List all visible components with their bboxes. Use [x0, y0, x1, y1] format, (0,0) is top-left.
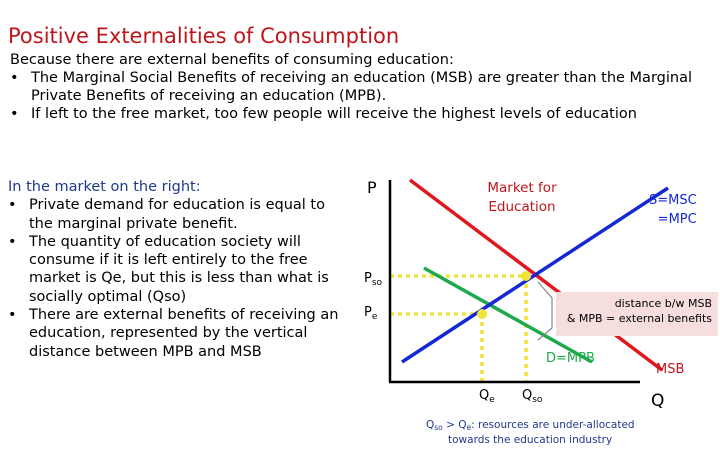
intro-block: Because there are external benefits of c… [10, 51, 710, 123]
social-optimum-point [521, 271, 531, 281]
supply-curve [401, 186, 669, 364]
intro-text: Because there are external benefits of c… [10, 52, 454, 68]
explanation-bullet-external-benefits: There are external benefits of receiving… [8, 306, 350, 361]
market-title: Market for Education [486, 179, 558, 217]
explanation-bullet-private-demand: Private demand for education is equal to… [8, 196, 350, 233]
pe-label-main: P [364, 305, 372, 320]
pso-label-main: P [364, 271, 372, 286]
pso-label-sub: so [371, 278, 383, 288]
explanation-bullet-quantity: The quantity of education society will c… [8, 233, 350, 306]
allocation-footnote: Qso > Qe: resources are under-allocated … [426, 419, 635, 447]
footnote-line1: Qso > Qe: resources are under-allocated [426, 419, 635, 434]
callout-line1: distance b/w MSB [614, 297, 712, 310]
supply-label: S=MSC =MPC [649, 191, 697, 229]
intro-bullet-free-market: If left to the free market, too few peop… [10, 105, 710, 123]
msb-label: MSB [656, 362, 685, 377]
explanation-block: In the market on the right: Private dema… [8, 178, 350, 361]
pe-label-sub: e [371, 312, 378, 322]
external-benefit-bracket [537, 281, 553, 341]
demand-label: D=MPB [546, 351, 595, 366]
qe-label-sub: e [489, 395, 495, 405]
qe-label: Qe [479, 388, 495, 405]
footnote-q2-sub: e [466, 423, 472, 432]
supply-label-line1: S=MSC [649, 193, 697, 208]
qso-label: Qso [522, 388, 542, 405]
qe-label-main: Q [479, 388, 490, 403]
price-axis-label: P [367, 178, 377, 197]
intro-bullets: The Marginal Social Benefits of receivin… [10, 69, 710, 123]
footnote-q1: Q [426, 419, 435, 431]
pso-label: Pso [364, 271, 382, 288]
footnote-q1-sub: so [434, 423, 443, 432]
explanation-bullets: Private demand for education is equal to… [8, 196, 350, 361]
footnote-mid: > Q [442, 419, 467, 431]
supply-label-line2: =MPC [657, 212, 697, 227]
quantity-axis-label: Q [651, 391, 665, 411]
market-equilibrium-point [477, 309, 487, 319]
footnote-line2: towards the education industry [448, 434, 613, 446]
external-benefits-callout: distance b/w MSB & MPB = external benefi… [556, 292, 718, 336]
slide-title: Positive Externalities of Consumption [8, 24, 400, 48]
pe-label: Pe [364, 305, 377, 322]
intro-bullet-msb: The Marginal Social Benefits of receivin… [10, 69, 710, 105]
callout-line2: & MPB = external benefits [566, 312, 712, 325]
market-title-text: Market for Education [487, 180, 557, 215]
qso-label-main: Q [522, 388, 533, 403]
mpb-demand-curve [423, 266, 593, 364]
footnote-rest: : resources are under-allocated [471, 419, 635, 431]
qso-label-sub: so [532, 395, 543, 405]
explanation-lead: In the market on the right: [8, 179, 201, 195]
